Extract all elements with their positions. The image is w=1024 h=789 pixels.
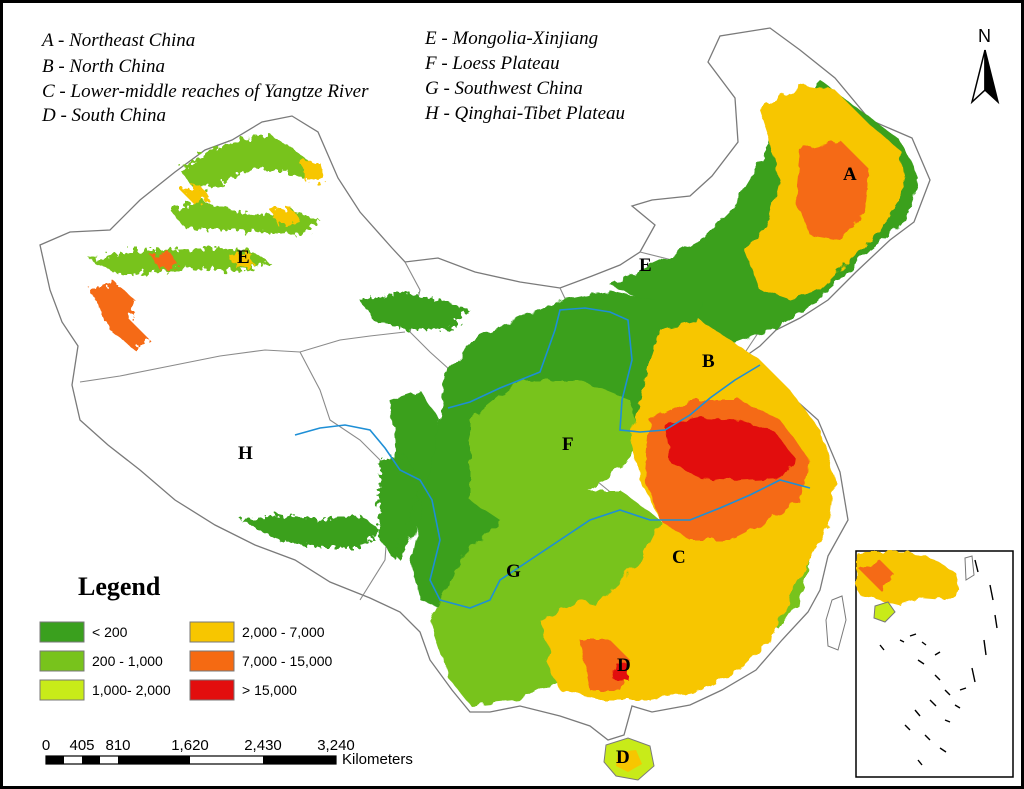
key-line-f: F - Loess Plateau [424,53,560,74]
hainan-core [616,750,642,772]
inset-taiwan [964,555,975,581]
inset-island-17 [954,704,961,709]
inset-island-3 [994,614,998,629]
inset-hainan [873,601,896,623]
yangtze-river [294,424,811,609]
label-d-hainan: D [616,747,630,768]
label-f: F [562,434,574,455]
scale-bar: 0 405 810 1,620 2,430 3,240 Kilometers [42,737,413,768]
inset-island-6 [899,639,905,643]
legend-swatch-5 [189,650,235,672]
legend: Legend < 200 200 - 1,000 1,000- 2,000 2,000… [39,572,333,701]
inset-hotspot [860,560,895,590]
inset-island-8 [921,641,927,646]
legend-label-3: 1,000- 2,000 [92,682,171,698]
legend-label-4: 2,000 - 7,000 [242,624,325,640]
scale-tick-6: 3,240 [317,737,355,754]
key-line-g: G - Southwest China [425,78,583,99]
inset-island-15 [924,734,931,741]
legend-swatch-1 [39,621,85,643]
inset-island-14 [904,724,911,731]
scale-seg-2 [82,756,100,764]
south-china-sea-inset [855,550,1014,778]
scale-unit: Kilometers [342,751,413,768]
key-line-c: C - Lower-middle reaches of Yangtze Rive… [42,81,369,102]
legend-swatch-6 [189,679,235,701]
legend-label-6: > 15,000 [242,682,297,698]
label-e-east: E [639,255,652,276]
taiwan-island [825,595,847,651]
inset-island-18 [879,644,885,651]
inset-island-5 [971,667,976,683]
legend-swatch-2 [39,650,85,672]
region-key: A - Northeast China B - North China C - … [40,28,625,126]
inset-island-19 [934,651,941,656]
key-line-b: B - North China [42,56,165,77]
inset-island-20 [959,687,967,691]
inset-island-16 [944,719,951,723]
scale-tick-3: 810 [105,737,130,754]
legend-swatch-4 [189,621,235,643]
scale-seg-3 [118,756,190,764]
inset-island-2 [989,584,994,601]
north-arrow-right [984,49,1000,105]
north-label: N [978,26,991,46]
inset-island-1 [974,559,979,573]
tibet-patches [240,292,470,560]
xinjiang-patches [90,135,325,350]
inset-island-22 [939,747,947,753]
scale-tick-1: 0 [42,737,50,754]
legend-label-2: 200 - 1,000 [92,653,163,669]
inset-island-10 [934,674,941,681]
key-line-a: A - Northeast China [40,30,195,51]
label-h: H [238,443,253,464]
inset-island-12 [929,699,937,707]
label-a: A [843,164,857,185]
inset-island-11 [944,689,951,696]
inset-island-9 [917,659,925,665]
scale-tick-4: 1,620 [171,737,209,754]
rivers [294,307,811,609]
inset-island-7 [909,633,917,637]
scale-seg-1 [46,756,64,764]
label-g: G [506,561,521,582]
legend-label-1: < 200 [92,624,128,640]
scale-seg-4 [263,756,336,764]
north-arrow-left [970,49,986,105]
inset-island-21 [917,759,923,766]
legend-title: Legend [78,572,161,601]
label-d-mainland: D [617,655,631,676]
key-line-d: D - South China [41,105,166,126]
inset-island-13 [914,709,921,717]
label-c: C [672,547,686,568]
key-line-h: H - Qinghai-Tibet Plateau [424,103,625,124]
legend-swatch-3 [39,679,85,701]
inset-island-4 [983,639,987,656]
key-line-e: E - Mongolia-Xinjiang [424,28,598,49]
scale-tick-5: 2,430 [244,737,282,754]
label-e-west: E [237,247,250,268]
legend-label-5: 7,000 - 15,000 [242,653,333,669]
yellow-river [447,307,761,433]
inset-islands [879,559,998,766]
scale-tick-2: 405 [69,737,94,754]
region-labels: A B C D D E E F G H [237,164,857,768]
label-b: B [702,351,715,372]
north-arrow: N [970,26,1000,105]
